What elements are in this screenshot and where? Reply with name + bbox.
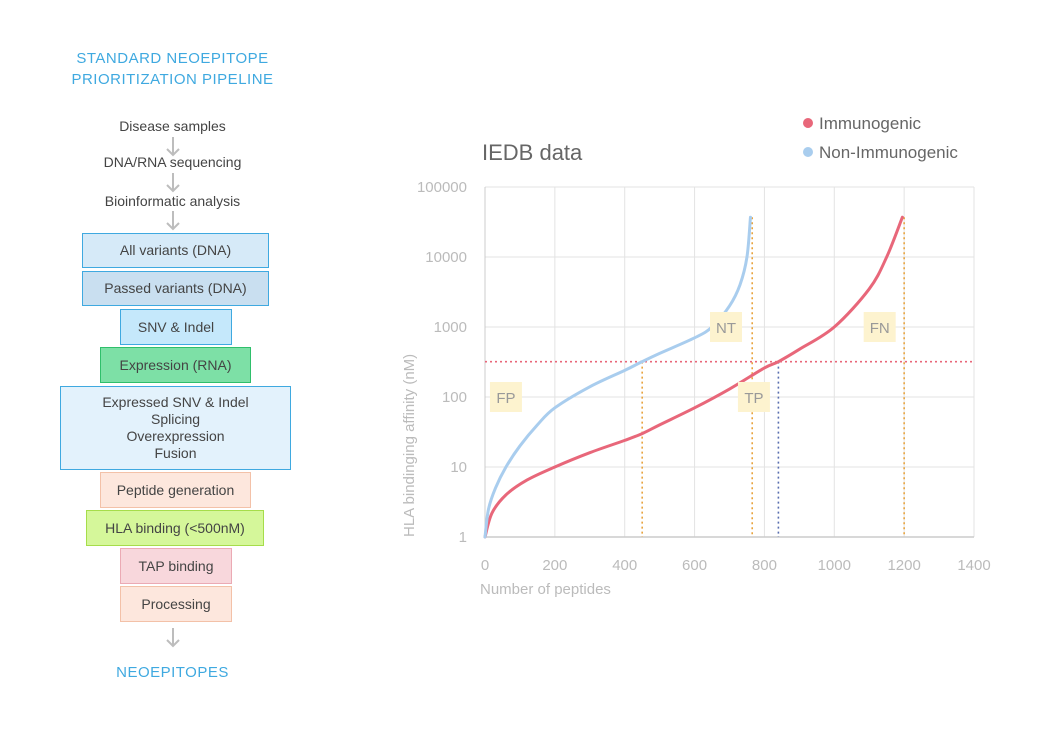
down-arrow-icon <box>166 137 180 157</box>
box-label-line: Expressed SNV & Indel <box>102 394 249 410</box>
annotation-box <box>710 312 743 342</box>
y-tick-label: 100000 <box>417 179 467 196</box>
annotation-box <box>737 382 770 412</box>
box-label-line: Overexpression <box>126 428 225 444</box>
annotation-label-fp: FP <box>496 390 515 407</box>
x-axis-label: Number of peptides <box>480 581 611 598</box>
y-tick-label: 1000 <box>434 319 467 336</box>
box-expression-rna: Expression (RNA) <box>100 347 251 383</box>
legend-swatch-immunogenic <box>803 118 813 128</box>
box-label-line: HLA binding (<500nM) <box>105 519 245 536</box>
box-tap-binding: TAP binding <box>120 548 232 584</box>
pipeline-title-line-2: PRIORITIZATION PIPELINE <box>71 71 274 88</box>
series-line-immunogenic <box>483 215 904 539</box>
annotation-label-fn: FN <box>870 320 890 337</box>
legend-label-non-immunogenic: Non-Immunogenic <box>819 143 958 162</box>
series-line-non-immunogenic <box>483 215 752 539</box>
y-tick-label: 100 <box>442 389 467 406</box>
y-tick-label: 1 <box>459 529 467 546</box>
y-tick-label: 10 <box>450 459 467 476</box>
box-label-line: Peptide generation <box>116 481 235 498</box>
pipeline-title: STANDARD NEOEPITOPE PRIORITIZATION PIPEL… <box>40 48 305 90</box>
y-axis-label: HLA bindinging affinity (nM) <box>401 354 418 537</box>
x-tick-label: 200 <box>542 557 567 574</box>
box-hla-binding: HLA binding (<500nM) <box>86 510 264 546</box>
box-label-line: Fusion <box>154 445 197 461</box>
box-processing: Processing <box>120 586 232 622</box>
y-tick-label: 10000 <box>425 249 467 266</box>
pipeline-footer-neoepitopes: NEOEPITOPES <box>116 664 229 681</box>
box-all-variants: All variants (DNA) <box>82 233 269 268</box>
box-label-line: SNV & Indel <box>137 318 215 335</box>
annotation-label-nt: NT <box>716 320 736 337</box>
x-tick-label: 600 <box>682 557 707 574</box>
x-tick-label: 1400 <box>957 557 990 574</box>
box-label-line: Expression (RNA) <box>119 356 232 373</box>
down-arrow-icon <box>166 628 180 648</box>
box-label-line: TAP binding <box>138 557 214 574</box>
chart-title: IEDB data <box>482 140 583 165</box>
box-passed-variants: Passed variants (DNA) <box>82 271 269 306</box>
legend-label-immunogenic: Immunogenic <box>819 114 922 133</box>
box-peptide-generation: Peptide generation <box>100 472 251 508</box>
pipeline-title-line-1: STANDARD NEOEPITOPE <box>76 50 269 67</box>
down-arrow-icon <box>166 211 180 231</box>
annotation-box <box>489 382 522 412</box>
annotation-label-tp: TP <box>744 390 763 407</box>
x-tick-label: 400 <box>612 557 637 574</box>
annotation-box <box>863 312 896 342</box>
x-tick-label: 1200 <box>887 557 920 574</box>
box-expressed-variants: Expressed SNV & Indel Splicing Overexpress… <box>60 386 291 470</box>
box-label-line: All variants (DNA) <box>119 242 232 258</box>
x-tick-label: 0 <box>481 557 489 574</box>
step-bioinformatic-analysis: Bioinformatic analysis <box>104 193 241 209</box>
down-arrow-icon <box>166 173 180 193</box>
x-tick-label: 1000 <box>818 557 851 574</box>
x-tick-label: 800 <box>752 557 777 574</box>
box-snv-indel: SNV & Indel <box>120 309 232 345</box>
box-label-line: Splicing <box>150 411 201 427</box>
step-dna-rna-sequencing: DNA/RNA sequencing <box>103 154 242 170</box>
step-disease-samples: Disease samples <box>119 118 226 134</box>
legend-swatch-non-immunogenic <box>803 147 813 157</box>
box-label-line: Processing <box>141 595 211 612</box>
box-label-line: Passed variants (DNA) <box>104 280 247 296</box>
